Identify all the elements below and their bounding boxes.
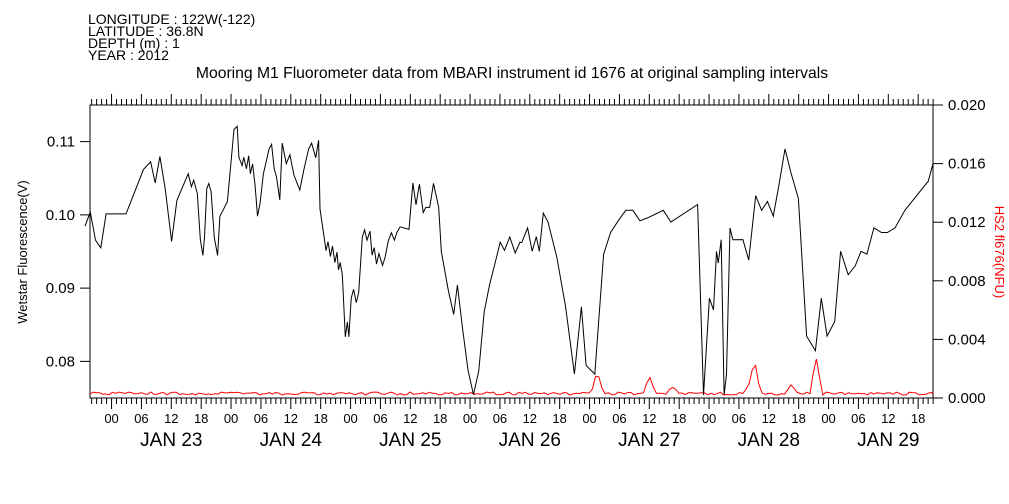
- svg-text:18: 18: [672, 411, 686, 426]
- svg-text:12: 12: [523, 411, 537, 426]
- svg-text:18: 18: [433, 411, 447, 426]
- svg-text:JAN 28: JAN 28: [738, 430, 800, 451]
- svg-text:HS2 fl676(NFU): HS2 fl676(NFU): [992, 206, 1007, 298]
- svg-text:12: 12: [164, 411, 178, 426]
- svg-text:0.10: 0.10: [46, 207, 75, 224]
- svg-text:12: 12: [642, 411, 656, 426]
- svg-text:0.012: 0.012: [948, 214, 986, 231]
- svg-text:12: 12: [284, 411, 298, 426]
- svg-text:12: 12: [762, 411, 776, 426]
- svg-text:0.000: 0.000: [948, 390, 986, 407]
- svg-text:00: 00: [224, 411, 238, 426]
- svg-text:JAN 23: JAN 23: [140, 430, 202, 451]
- svg-text:06: 06: [254, 411, 268, 426]
- svg-text:JAN 24: JAN 24: [260, 430, 323, 451]
- svg-text:JAN 27: JAN 27: [618, 430, 680, 451]
- svg-text:0.016: 0.016: [948, 156, 986, 173]
- svg-text:Wetstar Fluorescence(V): Wetstar Fluorescence(V): [15, 180, 30, 324]
- svg-text:18: 18: [552, 411, 566, 426]
- svg-text:00: 00: [582, 411, 596, 426]
- svg-text:06: 06: [732, 411, 746, 426]
- svg-text:Mooring M1 Fluorometer data fr: Mooring M1 Fluorometer data from MBARI i…: [196, 65, 828, 82]
- svg-text:JAN 25: JAN 25: [379, 430, 441, 451]
- svg-text:0.008: 0.008: [948, 273, 986, 290]
- svg-text:0.11: 0.11: [47, 134, 75, 151]
- svg-text:JAN 29: JAN 29: [857, 430, 919, 451]
- svg-text:0.08: 0.08: [46, 353, 75, 370]
- svg-text:JAN 26: JAN 26: [499, 430, 561, 451]
- svg-text:12: 12: [881, 411, 895, 426]
- svg-text:00: 00: [702, 411, 716, 426]
- svg-text:06: 06: [134, 411, 148, 426]
- svg-text:06: 06: [612, 411, 626, 426]
- svg-text:18: 18: [313, 411, 327, 426]
- svg-text:18: 18: [791, 411, 805, 426]
- svg-text:18: 18: [911, 411, 925, 426]
- svg-text:0.020: 0.020: [948, 97, 986, 114]
- svg-text:00: 00: [821, 411, 835, 426]
- svg-text:12: 12: [403, 411, 417, 426]
- svg-text:00: 00: [463, 411, 477, 426]
- svg-text:0.004: 0.004: [948, 331, 986, 348]
- svg-text:00: 00: [343, 411, 357, 426]
- svg-text:0.09: 0.09: [46, 280, 75, 297]
- svg-text:06: 06: [493, 411, 507, 426]
- svg-text:YEAR : 2012: YEAR : 2012: [88, 47, 169, 63]
- svg-text:18: 18: [194, 411, 208, 426]
- svg-text:06: 06: [851, 411, 865, 426]
- svg-text:06: 06: [373, 411, 387, 426]
- svg-text:00: 00: [104, 411, 118, 426]
